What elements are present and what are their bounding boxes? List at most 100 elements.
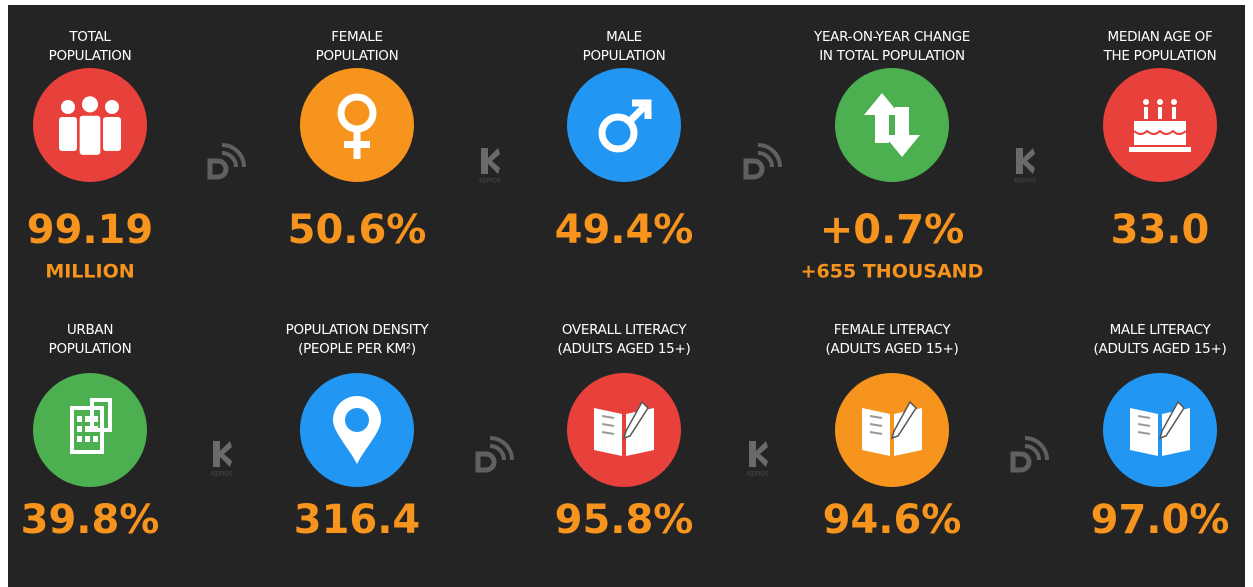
- icon-part: [93, 426, 98, 432]
- icon-part: [627, 99, 652, 124]
- watermark-logo: KEPIOS: [747, 441, 769, 478]
- tile-label: IN TOTAL POPULATION: [819, 48, 965, 64]
- tile-label: POPULATION: [49, 48, 132, 64]
- icon-part: [884, 107, 920, 157]
- watermark-logo: KEPIOS: [211, 441, 233, 478]
- icon: [1130, 400, 1190, 456]
- icon-circle: [835, 373, 949, 487]
- icon-part: [1133, 129, 1187, 135]
- icon-circle: [567, 373, 681, 487]
- icon-part: [869, 415, 883, 435]
- tile-label: POPULATION: [49, 341, 132, 357]
- icon-part: [103, 117, 121, 151]
- tile-label: YEAR-ON-YEAR CHANGE: [813, 29, 970, 45]
- icon-part: [864, 93, 900, 143]
- icon-circle: [835, 68, 949, 182]
- icon-part: [213, 441, 232, 467]
- tile-value: 33.0: [1111, 207, 1210, 253]
- icon: [70, 398, 112, 454]
- icon-part: [749, 441, 768, 467]
- icon: [59, 96, 121, 155]
- icon-part: [1171, 99, 1177, 105]
- icon-part: [757, 143, 782, 168]
- icon-part: [77, 426, 82, 432]
- icon: [864, 93, 920, 157]
- icon-part: [1143, 99, 1149, 105]
- tile-value: 95.8%: [555, 497, 694, 543]
- icon-part: [601, 415, 615, 435]
- icon-part: [344, 141, 370, 148]
- icon-part: [598, 113, 638, 153]
- icon-part: [81, 96, 99, 113]
- icon: [862, 400, 922, 456]
- icon-part: [489, 436, 514, 461]
- icon-part: [93, 416, 98, 422]
- icon-part: [207, 158, 229, 180]
- icon: [594, 400, 654, 456]
- icon-part: [105, 100, 119, 114]
- icon-part: [1010, 451, 1032, 473]
- tile-label: (ADULTS AGED 15+): [826, 341, 959, 357]
- tile-value: 94.6%: [823, 497, 962, 543]
- icon-part: [93, 436, 98, 442]
- tile-value: 99.19: [27, 207, 154, 253]
- icon-part: [1137, 415, 1151, 435]
- tile-value: 49.4%: [555, 207, 694, 253]
- tile-value: 97.0%: [1091, 497, 1230, 543]
- icon-part: [1158, 400, 1185, 440]
- tile-label: URBAN: [67, 322, 113, 338]
- icon-part: [481, 148, 500, 174]
- tile-label: POPULATION: [583, 48, 666, 64]
- tile-label: (ADULTS AGED 15+): [558, 341, 691, 357]
- tile-value: 316.4: [294, 497, 421, 543]
- icon-part: [77, 436, 82, 442]
- icon-part: [90, 398, 112, 432]
- icon-part: [85, 416, 90, 422]
- watermark-text: KEPIOS: [479, 178, 501, 185]
- icon-part: [1158, 107, 1162, 119]
- icon-part: [1016, 148, 1035, 174]
- tile-label: FEMALE: [331, 29, 382, 45]
- watermark-logo: KEPIOS: [479, 148, 501, 185]
- tile-label: MALE: [606, 29, 642, 45]
- tile-sub: MILLION: [45, 261, 134, 283]
- tile-label: (PEOPLE PER KM²): [298, 341, 416, 357]
- tiles: TOTAL POPULATION 99.19 MILLION FEMALE POPULAT…: [21, 29, 1230, 543]
- tile-label: FEMALE LITERACY: [834, 322, 952, 338]
- tile-label: MALE LITERACY: [1110, 322, 1212, 338]
- icon-part: [890, 400, 917, 440]
- icon-circle: [300, 68, 414, 182]
- icon-part: [1172, 107, 1176, 119]
- icon-part: [345, 408, 369, 432]
- watermark-logo: [475, 436, 514, 473]
- icon-part: [61, 100, 75, 114]
- tile-value: 50.6%: [288, 207, 427, 253]
- icon: [337, 93, 377, 159]
- icon-part: [79, 115, 101, 155]
- icon-part: [475, 451, 497, 473]
- icon-circle: [567, 68, 681, 182]
- icon-part: [622, 400, 649, 440]
- icon-part: [59, 117, 77, 151]
- tile-value: 39.8%: [21, 497, 160, 543]
- watermark-text: KEPIOS: [747, 471, 769, 478]
- icon: [1129, 99, 1191, 152]
- icon-part: [743, 158, 765, 180]
- tile-sub: +655 THOUSAND: [801, 261, 984, 283]
- icon-part: [1157, 99, 1163, 105]
- watermark-logo: [1010, 436, 1049, 473]
- tile-label: THE POPULATION: [1103, 48, 1217, 64]
- icon-part: [85, 436, 90, 442]
- icon-part: [85, 426, 90, 432]
- icon-part: [221, 143, 246, 168]
- icon: [598, 99, 652, 153]
- icon-part: [77, 416, 82, 422]
- tile-label: OVERALL LITERACY: [562, 322, 687, 338]
- watermark-text: KEPIOS: [1014, 178, 1036, 185]
- icon-part: [1024, 436, 1049, 461]
- tile-label: MEDIAN AGE OF: [1108, 29, 1213, 45]
- watermark-logo: [207, 143, 246, 180]
- tile-label: (ADULTS AGED 15+): [1094, 341, 1227, 357]
- watermark-logo: KEPIOS: [1014, 148, 1036, 185]
